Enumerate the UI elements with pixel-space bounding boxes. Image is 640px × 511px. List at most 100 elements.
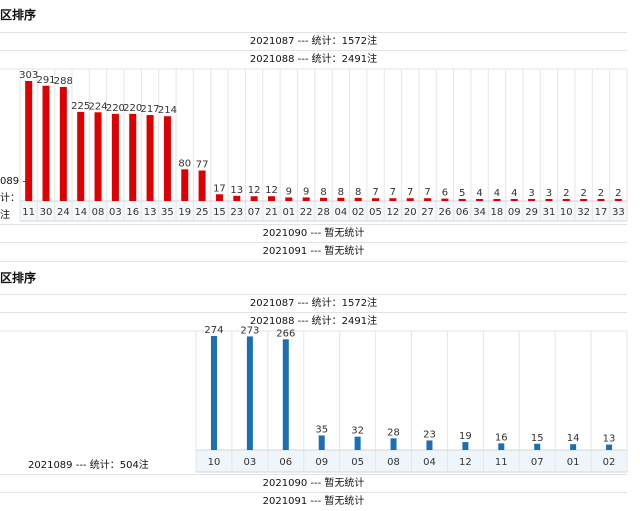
tick-label: 11 [22,207,35,218]
period-row: 2021090 --- 暂无统计 [0,224,627,243]
period-row: 2021091 --- 暂无统计 [0,242,627,262]
data-label: 7 [407,187,413,198]
data-label: 13 [230,185,243,196]
bar [498,443,505,450]
data-label: 15 [531,433,544,444]
tick-label: 10 [208,457,221,468]
tick-label: 16 [126,207,139,218]
data-label: 17 [213,183,226,194]
tick-label: 07 [531,457,544,468]
tick-label: 32 [577,207,590,218]
tick-label: 01 [567,457,580,468]
period-row: 2021090 --- 暂无统计 [0,474,627,493]
bar [282,339,289,450]
data-label: 291 [36,75,55,86]
bar [562,199,570,201]
data-label: 14 [567,433,580,444]
tick-label: 02 [603,457,616,468]
data-label: 7 [372,187,378,198]
bar [210,336,217,450]
bar [320,197,327,201]
bar [493,199,501,201]
tick-label: 25 [196,207,209,218]
data-label: 214 [158,105,177,116]
tick-label: 01 [282,207,295,218]
period-row: 2021088 --- 统计：2491注 [0,50,627,69]
tick-label: 14 [74,207,87,218]
tick-label: 18 [491,207,504,218]
data-label: 7 [424,187,430,198]
bar [198,170,206,201]
front-zone-chart: 089 – 计： 注 30311291302882422514224082200… [0,68,628,222]
tick-label: 05 [351,457,364,468]
bar [285,197,293,201]
bar [42,85,50,201]
data-label: 77 [196,160,209,171]
tick-label: 15 [213,207,226,218]
bar [606,444,613,450]
data-label: 288 [54,76,73,87]
tick-label: 09 [315,457,328,468]
data-label: 3 [528,188,534,199]
bar [318,435,325,450]
bar [94,112,102,201]
bar [390,438,397,450]
bar [250,196,258,201]
bar [25,81,33,201]
tick-label: 30 [40,207,53,218]
data-label: 32 [351,426,364,437]
data-label: 303 [19,70,38,81]
bar [215,194,223,201]
tick-label: 26 [439,207,452,218]
period-row: 2021088 --- 统计：2491注 [0,312,627,331]
tick-label: 05 [369,207,382,218]
bar [77,111,85,201]
data-label: 28 [387,427,400,438]
bar [354,436,361,450]
data-label: 80 [178,158,191,169]
period-row: 2021087 --- 统计：1572注 [0,294,627,313]
tick-label: 27 [421,207,434,218]
tick-label: 21 [265,207,278,218]
tick-label: 23 [230,207,243,218]
bar [354,197,362,201]
bar [462,442,469,450]
bar [426,440,433,450]
bar [337,197,345,201]
bar [424,198,432,201]
data-label: 4 [494,188,500,199]
data-label: 220 [123,103,142,114]
period-row: 2021087 --- 统计：1572注 [0,32,627,51]
tick-label: 13 [144,207,157,218]
data-label: 4 [476,188,482,199]
current-period-label: 注 [0,208,10,221]
bar [570,444,577,450]
bar [614,199,622,201]
bar [129,113,137,201]
tick-label: 22 [300,207,313,218]
tick-label: 12 [387,207,400,218]
data-label: 274 [204,325,223,336]
data-label: 16 [495,432,508,443]
data-label: 5 [459,188,465,199]
tick-label: 08 [387,457,400,468]
tick-label: 02 [352,207,365,218]
tick-label: 10 [560,207,573,218]
data-label: 8 [355,187,361,198]
bar [302,197,310,201]
data-label: 4 [511,188,517,199]
tick-label: 19 [178,207,191,218]
tick-label: 34 [473,207,486,218]
bar [233,195,241,201]
bar [441,198,449,201]
tick-label: 07 [248,207,261,218]
back-zone-chart: 2021089 --- 统计：504注 274 10 273 03 266 06 35 09 3… [0,325,628,473]
data-label: 3 [546,188,552,199]
tick-label: 29 [525,207,538,218]
section-title: 区排序 [0,8,37,22]
tick-label: 04 [334,207,347,218]
tick-label: 04 [423,457,436,468]
data-label: 23 [423,429,436,440]
bar [476,199,484,201]
tick-label: 24 [57,207,70,218]
